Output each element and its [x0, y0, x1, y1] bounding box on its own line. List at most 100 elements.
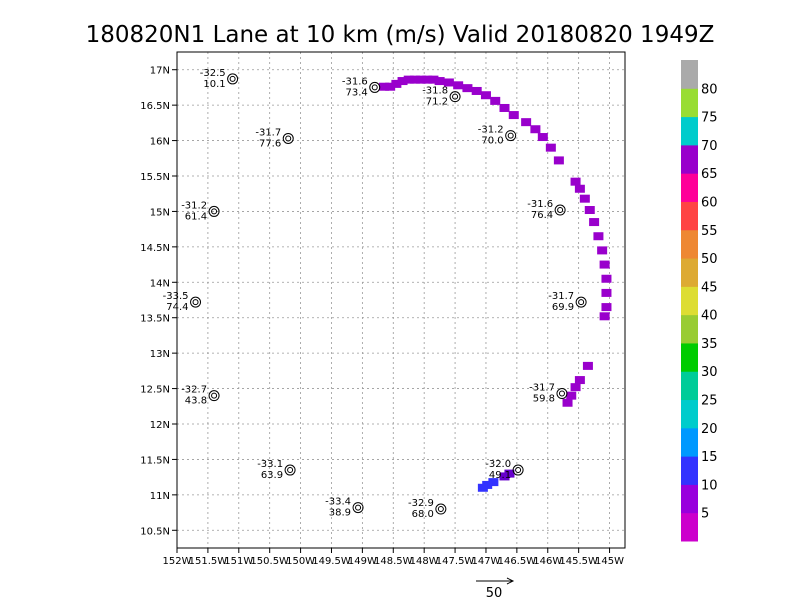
swath-cell [589, 218, 600, 227]
swath-cell [403, 75, 414, 84]
x-tick-label: 149W [348, 556, 377, 567]
sonde-outer-ring [556, 388, 568, 400]
x-tick-label: 151W [224, 556, 253, 567]
sonde-outer-ring [227, 73, 239, 85]
y-tick-label: 15.5N [140, 172, 170, 183]
swath-cell [422, 75, 433, 84]
swath-cell [582, 361, 593, 370]
sonde-wind: 61.4 [185, 211, 207, 222]
x-tick-label: 151.5W [189, 556, 228, 567]
sonde-temp: -31.8 [422, 86, 448, 97]
sonde-outer-ring [512, 464, 524, 476]
sonde-outer-ring [208, 205, 220, 217]
dropsonde: -31.676.4 [527, 199, 566, 221]
swath-cell [391, 79, 402, 88]
colorbar-label: 35 [701, 337, 718, 352]
sonde-wind: 76.4 [531, 210, 553, 221]
swath-cell [584, 206, 595, 215]
sonde-outer-ring [554, 204, 566, 216]
swath-cell [521, 118, 532, 127]
sonde-temp: -33.1 [257, 459, 283, 470]
colorbar-segment [681, 456, 698, 485]
colorbar-segment [681, 342, 698, 372]
sonde-wind: 59.8 [533, 394, 555, 405]
sonde-wind: 43.8 [185, 396, 207, 407]
x-tick-label: 152W [163, 556, 192, 567]
sonde-inner-ring [557, 207, 564, 214]
colorbar-segment [681, 484, 698, 514]
swath-cell [537, 133, 548, 142]
sonde-temp: -31.2 [181, 200, 207, 211]
colorbar-label: 70 [701, 139, 718, 154]
swath-cell [530, 125, 541, 134]
dropsonde: -31.673.4 [342, 76, 381, 98]
colorbar-segment [681, 201, 698, 231]
x-tick-label: 147.5W [436, 556, 475, 567]
swath-cell [499, 103, 510, 112]
sonde-inner-ring [515, 467, 522, 474]
colorbar-label: 50 [701, 252, 718, 267]
y-tick-label: 14N [150, 278, 170, 289]
dropsonde: -32.743.8 [181, 385, 220, 407]
sonde-wind: 49.1 [489, 470, 511, 481]
colorbar-segment [681, 286, 698, 316]
sonde-inner-ring [578, 299, 585, 306]
swath-cell [428, 75, 439, 84]
y-tick-label: 12N [150, 420, 170, 431]
dropsonde: -31.769.9 [548, 291, 587, 313]
sonde-temp: -31.6 [342, 76, 368, 87]
chart-title: 180820N1 Lane at 10 km (m/s) Valid 20180… [86, 22, 715, 48]
colorbar-label: 30 [701, 365, 718, 380]
colorbar-segment [681, 371, 698, 401]
colorbar-segment [681, 144, 698, 174]
sonde-temp: -33.5 [163, 291, 189, 302]
scale-arrow: 50 [476, 577, 515, 600]
y-tick-label: 15N [150, 207, 170, 218]
sonde-outer-ring [369, 81, 381, 93]
sonde-temp: -31.6 [527, 199, 553, 210]
sonde-wind: 69.9 [552, 302, 574, 313]
plot-frame [176, 51, 626, 549]
swath-cell [434, 77, 445, 86]
y-tick-label: 12.5N [140, 385, 170, 396]
colorbar: 5 10 15 20 25 30 35 40 45 50 55 60 65 70 75 80 [681, 60, 718, 542]
sonde-temp: -32.9 [408, 498, 434, 509]
swath-cell [574, 376, 585, 385]
swath-cell [443, 78, 454, 87]
y-tick-label: 14.5N [140, 243, 170, 254]
sonde-temp: -31.2 [478, 125, 504, 136]
swath-cell [385, 82, 396, 91]
colorbar-label: 40 [701, 309, 718, 324]
x-tick-label: 146W [533, 556, 562, 567]
swath-cell [545, 143, 556, 152]
sonde-inner-ring [507, 132, 514, 139]
colorbar-segment [681, 427, 698, 457]
swath-cell [562, 398, 573, 407]
swath-cell [477, 483, 488, 492]
sonde-wind: 10.1 [203, 79, 225, 90]
colorbar-label: 75 [701, 111, 718, 126]
sonde-temp: -32.0 [485, 459, 511, 470]
colorbar-segment [681, 258, 698, 287]
sonde-inner-ring [437, 506, 444, 513]
swath-cell [471, 86, 482, 95]
swath-cell [499, 472, 510, 481]
sfmr-swath [379, 75, 612, 492]
x-tick-label: 150.5W [250, 556, 289, 567]
colorbar-segment [681, 229, 698, 259]
sonde-wind: 77.6 [259, 138, 281, 149]
colorbar-label: 45 [701, 280, 718, 295]
sonde-temp: -31.7 [529, 383, 555, 394]
sonde-temp: -33.4 [325, 497, 351, 508]
scale-arrow-label: 50 [486, 586, 503, 600]
swath-cell [409, 75, 420, 84]
y-tick-label: 11N [150, 491, 170, 502]
x-tick-label: 145.5W [559, 556, 598, 567]
dropsonde: -33.574.4 [163, 291, 202, 313]
swath-cell [508, 111, 519, 120]
dropsonde: -33.438.9 [325, 497, 364, 519]
swath-cell [601, 303, 612, 312]
y-tick-label: 16N [150, 137, 170, 148]
colorbar-label: 80 [701, 82, 718, 97]
dropsonde: -31.777.6 [255, 127, 294, 149]
